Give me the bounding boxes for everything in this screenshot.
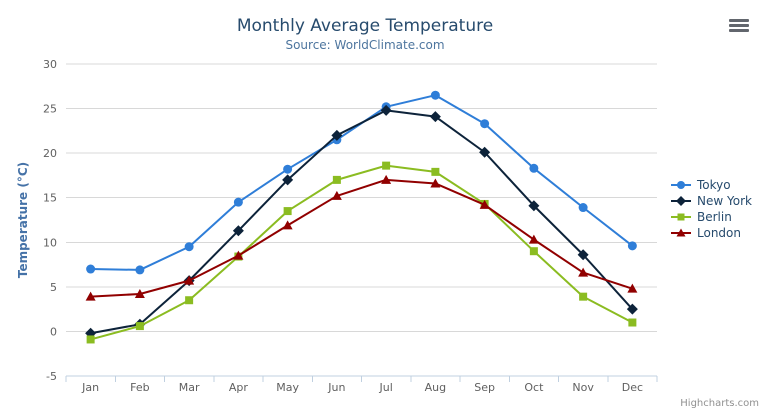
x-axis-tick-label: Nov <box>572 381 594 394</box>
data-point-tokyo-may <box>283 164 293 174</box>
data-point-new-york-jun <box>331 129 343 141</box>
data-point-tokyo-aug <box>430 90 440 100</box>
x-axis-tick-label: Feb <box>130 381 149 394</box>
data-point-berlin-mar <box>185 296 194 305</box>
data-point-berlin-oct <box>529 247 538 256</box>
data-point-new-york-nov <box>577 249 589 261</box>
series-line-london <box>89 178 634 298</box>
y-axis-tick-label: 5 <box>50 281 57 294</box>
data-point-berlin-jun <box>332 175 341 184</box>
series-line-tokyo <box>89 94 634 271</box>
data-point-tokyo-jan <box>86 264 96 274</box>
x-axis-tick-label: Mar <box>179 381 200 394</box>
data-point-tokyo-mar <box>184 242 194 252</box>
legend-circle-icon <box>671 181 691 189</box>
data-point-london-apr <box>233 250 244 260</box>
data-point-berlin-feb <box>135 322 144 331</box>
legend-diamond-icon <box>671 196 691 206</box>
legend-label: London <box>697 226 741 240</box>
x-axis-tick-label: Oct <box>524 381 544 394</box>
y-axis-tick-label: -5 <box>46 370 57 383</box>
legend-item-london[interactable]: London <box>670 225 752 241</box>
data-point-berlin-nov <box>579 292 588 301</box>
data-point-london-jun <box>331 190 342 200</box>
legend-label: New York <box>697 194 752 208</box>
x-axis-tick-label: Jun <box>327 381 345 394</box>
x-axis-tick-label: Sep <box>474 381 495 394</box>
data-point-tokyo-dec <box>627 241 637 251</box>
series-line-berlin <box>89 164 634 341</box>
export-menu-button[interactable] <box>729 19 753 37</box>
legend-item-new-york[interactable]: New York <box>670 193 752 209</box>
data-point-london-dec <box>627 283 638 293</box>
data-point-london-mar <box>184 275 195 285</box>
data-point-new-york-dec <box>626 303 638 315</box>
data-point-tokyo-sep <box>480 119 490 129</box>
data-point-london-sep <box>479 199 490 209</box>
x-axis-tick-label: May <box>276 381 299 394</box>
y-axis-tick-label: 10 <box>43 236 57 249</box>
y-axis-tick-label: 0 <box>50 325 57 338</box>
series-line-new-york <box>89 109 634 335</box>
data-point-london-feb <box>134 288 145 298</box>
data-point-tokyo-apr <box>233 197 243 207</box>
data-point-london-nov <box>578 267 589 277</box>
x-axis-tick-label: Jan <box>81 381 99 394</box>
data-point-london-jan <box>85 291 96 301</box>
data-point-berlin-jul <box>382 161 391 170</box>
x-axis-tick-label: Jul <box>378 381 392 394</box>
x-axis-tick-label: Aug <box>425 381 446 394</box>
y-axis-tick-label: 30 <box>43 58 57 71</box>
legend-item-tokyo[interactable]: Tokyo <box>670 177 752 193</box>
data-point-berlin-aug <box>431 167 440 176</box>
legend-item-berlin[interactable]: Berlin <box>670 209 752 225</box>
y-axis-tick-label: 25 <box>43 103 57 116</box>
chart-title: Monthly Average Temperature <box>236 16 494 36</box>
data-point-london-jul <box>381 174 392 184</box>
y-axis-tick-label: 15 <box>43 192 57 205</box>
legend: Tokyo New York Berlin London <box>670 177 752 241</box>
data-point-new-york-aug <box>429 111 441 123</box>
data-point-berlin-dec <box>628 318 637 327</box>
y-axis-title: Temperature (°C) <box>16 162 30 278</box>
data-point-new-york-jul <box>380 104 392 116</box>
chart-subtitle: Source: WorldClimate.com <box>285 38 445 52</box>
legend-square-icon <box>671 213 691 221</box>
data-point-new-york-may <box>282 174 294 186</box>
legend-label: Tokyo <box>697 178 731 192</box>
data-point-tokyo-feb <box>135 265 145 275</box>
data-point-tokyo-oct <box>529 163 539 173</box>
data-point-new-york-apr <box>232 225 244 237</box>
data-point-berlin-may <box>283 207 292 216</box>
x-axis-tick-label: Apr <box>229 381 249 394</box>
data-point-tokyo-nov <box>578 203 588 213</box>
data-point-london-may <box>282 220 293 230</box>
data-point-london-oct <box>528 234 539 244</box>
data-point-berlin-jan <box>86 335 95 344</box>
data-point-london-aug <box>430 178 441 188</box>
data-point-new-york-sep <box>479 146 491 158</box>
legend-label: Berlin <box>697 210 732 224</box>
legend-triangle-icon <box>671 228 691 237</box>
y-axis-tick-label: 20 <box>43 147 57 160</box>
x-axis-tick-label: Dec <box>622 381 643 394</box>
hamburger-menu-icon <box>729 19 749 22</box>
data-point-new-york-oct <box>528 200 540 212</box>
credits-link[interactable]: Highcharts.com <box>680 398 759 409</box>
